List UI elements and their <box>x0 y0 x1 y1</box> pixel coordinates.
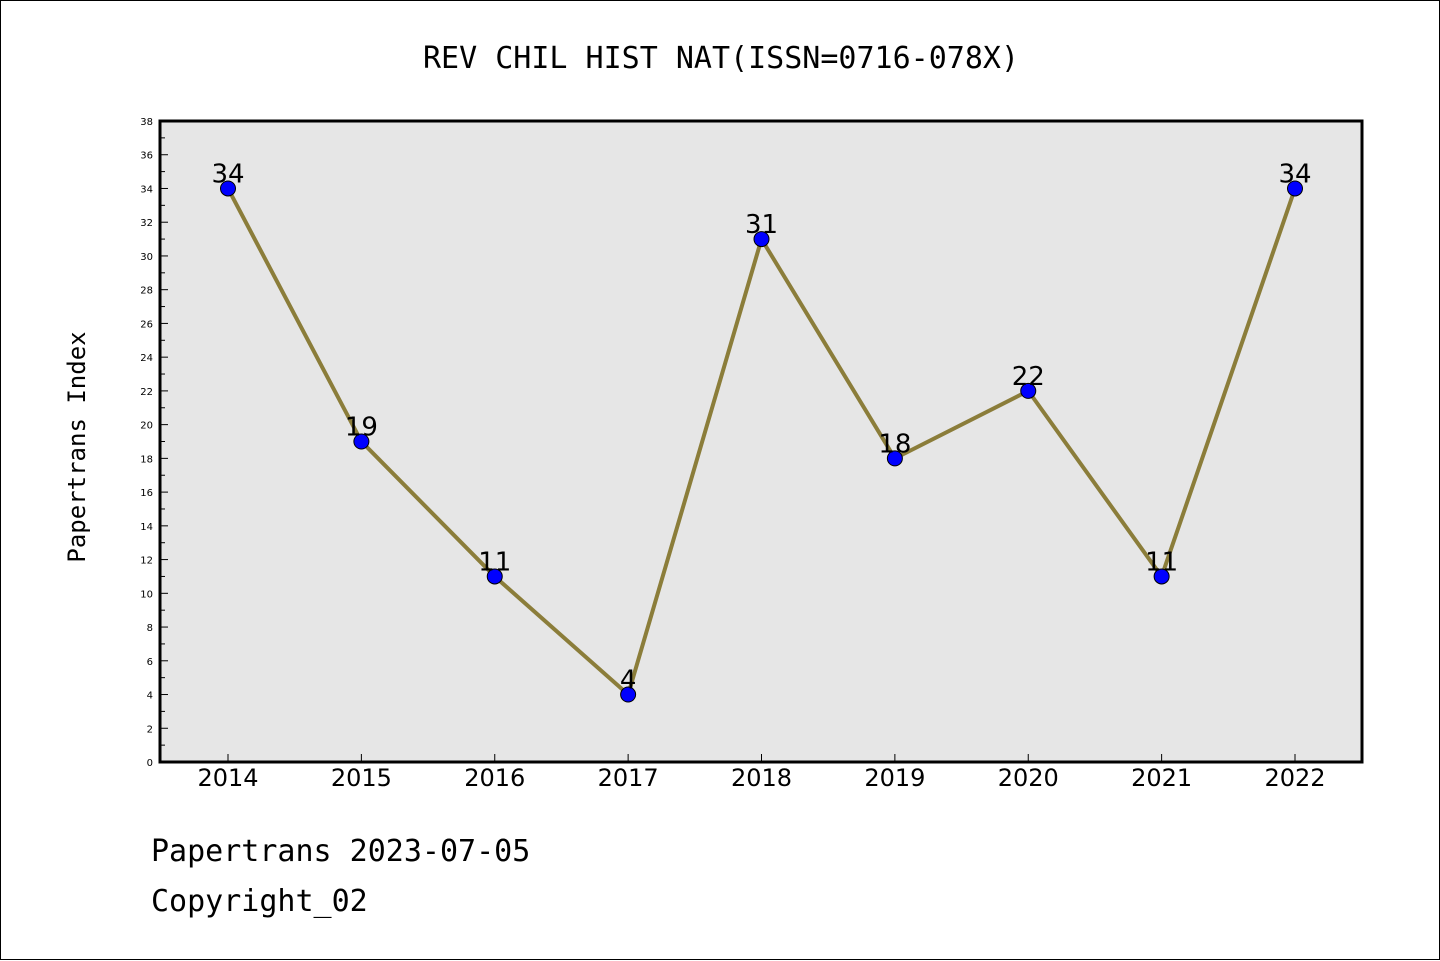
y-tick-label: 28 <box>140 286 153 297</box>
data-label: 22 <box>1012 362 1045 392</box>
y-tick-label: 38 <box>140 117 153 128</box>
x-tick-label: 2018 <box>731 764 792 792</box>
data-point <box>886 450 903 467</box>
y-tick-label: 32 <box>140 218 153 229</box>
y-tick-label: 36 <box>140 151 153 162</box>
data-point <box>353 433 370 450</box>
y-tick-label: 22 <box>140 387 153 398</box>
chart-title: REV CHIL HIST NAT(ISSN=0716-078X) <box>423 41 1019 76</box>
data-label: 34 <box>211 159 244 189</box>
x-tick-label: 2017 <box>598 764 659 792</box>
data-point <box>620 686 637 703</box>
y-tick-label: 20 <box>140 421 153 432</box>
data-label: 19 <box>345 413 378 443</box>
x-tick-label: 2016 <box>464 764 525 792</box>
y-tick-label: 16 <box>140 488 153 499</box>
data-label: 11 <box>478 547 511 577</box>
data-label: 11 <box>1145 547 1178 577</box>
data-point <box>753 231 770 248</box>
y-tick-label: 24 <box>140 353 153 364</box>
series-layer <box>220 180 1303 703</box>
data-label: 4 <box>620 666 637 696</box>
y-tick-label: 6 <box>147 657 153 668</box>
data-point <box>220 180 236 197</box>
footer-date: Papertrans 2023-07-05 <box>151 834 531 869</box>
y-tick-label: 34 <box>140 184 153 195</box>
y-tick-label: 30 <box>140 252 153 263</box>
data-point <box>1287 180 1303 197</box>
y-axis-label: Papertrans Index <box>63 331 91 562</box>
data-label: 34 <box>1278 159 1311 189</box>
data-label: 18 <box>878 429 911 459</box>
y-tick-label: 12 <box>140 556 153 567</box>
y-tick-label: 26 <box>140 319 153 330</box>
y-tick-label: 0 <box>147 758 153 769</box>
data-label: 31 <box>745 210 778 240</box>
y-tick-label: 8 <box>147 623 153 634</box>
y-tick-label: 4 <box>147 691 153 702</box>
data-point <box>1020 382 1037 399</box>
y-tick-label: 2 <box>147 724 153 735</box>
footer-copyright: Copyright_02 <box>151 884 368 919</box>
x-tick-label: 2022 <box>1264 764 1325 792</box>
data-labels: 34 19 11 4 31 18 22 11 34 <box>211 159 1311 695</box>
y-tick-label: 10 <box>140 589 153 600</box>
x-tick-label: 2021 <box>1131 764 1192 792</box>
data-point <box>1153 568 1170 585</box>
x-axis-ticks: 2014 2015 2016 2017 2018 2019 2020 2021 2022 <box>197 754 1326 792</box>
x-tick-label: 2019 <box>864 764 925 792</box>
x-tick-label: 2014 <box>197 764 258 792</box>
data-point <box>486 568 503 585</box>
y-tick-label: 18 <box>140 454 153 465</box>
y-tick-label: 14 <box>140 522 153 533</box>
x-tick-label: 2015 <box>331 764 392 792</box>
x-tick-label: 2020 <box>998 764 1059 792</box>
